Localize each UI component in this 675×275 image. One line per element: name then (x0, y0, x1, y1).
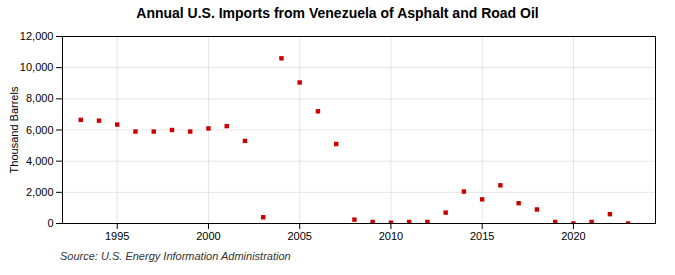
svg-text:2010: 2010 (379, 230, 403, 242)
svg-text:6,000: 6,000 (26, 124, 54, 136)
svg-text:10,000: 10,000 (20, 61, 54, 73)
svg-text:2,000: 2,000 (26, 186, 54, 198)
svg-text:2000: 2000 (196, 230, 220, 242)
svg-text:0: 0 (47, 217, 53, 229)
svg-text:2015: 2015 (470, 230, 494, 242)
html-text:Annual U.S. Imports from Venez: Annual U.S. Imports from Venezuela of As… (136, 5, 539, 21)
svg-text:8,000: 8,000 (26, 92, 54, 104)
svg-text:2005: 2005 (287, 230, 311, 242)
svg-text:12,000: 12,000 (20, 30, 54, 42)
svg-text:1995: 1995 (105, 230, 129, 242)
svg-text:Thousand Barrels: Thousand Barrels (8, 86, 20, 173)
svg-text:4,000: 4,000 (26, 155, 54, 167)
html-text:Source: U.S. Energy Informatio: Source: U.S. Energy Information Administ… (60, 250, 291, 262)
svg-text:2020: 2020 (561, 230, 585, 242)
